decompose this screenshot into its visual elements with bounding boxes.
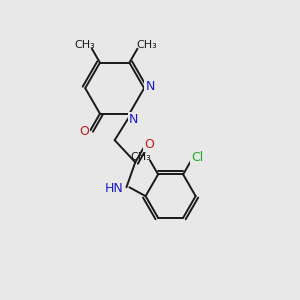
Text: HN: HN [105, 182, 124, 195]
Text: N: N [145, 80, 155, 93]
Text: Cl: Cl [192, 151, 204, 164]
Text: N: N [129, 113, 139, 126]
Text: CH₃: CH₃ [136, 40, 157, 50]
Text: CH₃: CH₃ [131, 152, 152, 163]
Text: O: O [79, 125, 89, 138]
Text: O: O [145, 137, 154, 151]
Text: CH₃: CH₃ [74, 40, 95, 50]
